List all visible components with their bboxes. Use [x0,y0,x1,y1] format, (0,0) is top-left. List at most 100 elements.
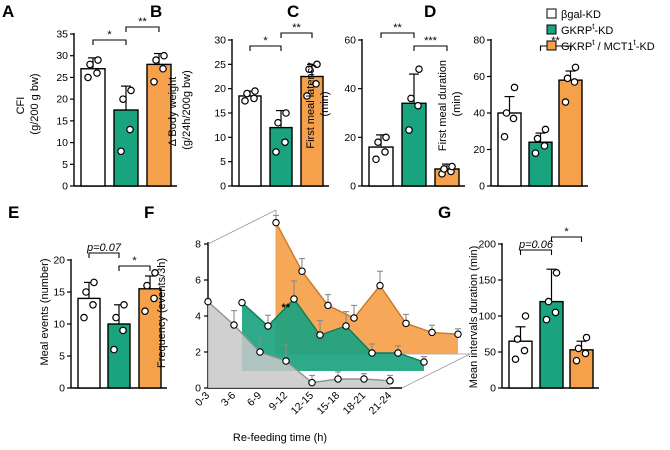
data-point-combo-f [298,267,306,275]
significance-bracket-c [380,32,415,38]
data-point-gkrp-e [110,345,118,354]
y-tick-label-g: 0 [490,383,496,395]
data-point-combo-b [312,80,320,88]
significance-label-a: * [107,29,112,41]
x-axis-label-f: Re-feeding time (h) [233,432,327,444]
y-axis-label-b: Δ Body weight (g/24h/200g bw) [167,70,193,150]
y-tick-label-b: 25 [214,59,226,71]
data-point-gkrp-e [120,300,128,309]
y-tick-label-f: 2 [195,347,201,359]
data-point-combo-b [313,60,321,69]
data-point-combo-f [376,281,384,290]
data-point-combo-f [272,218,280,227]
y-tick-label-a: 30 [56,50,68,62]
data-point-bgal-f [204,297,212,306]
data-point-bgal-g [513,335,522,343]
significance-bracket-b [249,45,282,51]
data-point-bgal-b [241,97,249,105]
y-tick-label-d: 60 [473,71,485,83]
y-axis-label-g: Mean intervals duration (min) [468,246,480,388]
data-point-combo-f [402,319,410,328]
y-tick-label-a: 25 [56,72,68,84]
data-point-gkrp-a [126,125,134,134]
bar-gkrp-c [401,102,427,187]
line-gkrp-f [241,297,425,363]
data-point-gkrp-g [551,308,560,317]
y-axis-label-f: Frequency (events/3h) [156,258,168,368]
y-tick-label-a: 35 [56,29,68,41]
data-point-combo-c [440,165,448,173]
data-point-gkrp-a [127,86,135,95]
data-point-gkrp-e [119,326,127,335]
panel-f: F Frequency (events/3h) Re-feeding time … [144,203,472,444]
y-tick-label-a: 0 [62,181,68,193]
legend-swatch-combo [546,40,557,51]
data-point-bgal-f [256,348,264,356]
data-point-gkrp-f [342,322,350,330]
significance-bracket-a [92,39,127,45]
data-point-bgal-a [93,69,101,77]
data-point-gkrp-f [290,295,298,303]
data-point-combo-g [574,344,583,353]
data-point-combo-d [571,63,580,72]
significance-bracket-b [280,32,313,38]
data-point-bgal-e [82,288,90,296]
bar-gkrp-g [539,300,564,389]
x-tick-label-f: 3-6 [219,390,238,409]
x-tick-label-f: 21-24 [367,390,395,418]
y-tick-label-b: 10 [214,132,226,144]
panel-label-e: E [8,203,19,222]
bar-gkrp-e [107,323,131,389]
y-tick-label-e: 20 [53,255,65,267]
panel-g: G Mean intervals duration (min) 0 50 100 15… [438,203,599,395]
y-tick-label-f: 6 [195,275,201,287]
data-point-combo-e [150,294,158,303]
y-tick-label-a: 15 [56,115,68,127]
line-combo-f [275,222,459,335]
panel-b: B Δ Body weight (g/24h/200g bw) 0 5 10 15 20… [150,2,329,193]
bar-bgal-g [508,340,533,389]
y-tick-label-a: 20 [56,94,68,106]
data-point-bgal-e [89,300,97,309]
data-point-gkrp-f [368,349,376,357]
legend-swatch-bgal [546,8,557,19]
bar-gkrp-a [113,109,139,187]
data-point-combo-a [160,51,168,60]
data-point-bgal-c [372,155,380,164]
data-point-gkrp-f [316,331,324,339]
data-point-bgal-f [386,377,394,385]
panel-label-g: G [438,203,451,222]
data-point-combo-f [324,301,332,310]
significance-bracket-g [519,249,553,255]
y-axis-label-d: First meal duration (min) [437,57,463,151]
y-axis-label-e: Meal events (number) [39,259,51,366]
area-bgal-f [208,301,390,388]
x-tick-label-f: 18-21 [341,390,369,418]
data-point-combo-g [582,333,591,342]
data-point-bgal-f [360,375,368,383]
data-point-bgal-f [282,357,290,365]
x-tick-label-f: 12-15 [289,390,317,418]
data-point-gkrp-c [407,94,415,103]
data-point-combo-g [572,356,581,365]
significance-label-c: *** [424,35,438,47]
data-point-gkrp-a [119,95,127,103]
y-tick-label-e: 5 [59,351,65,363]
y-axis-label-a: CFI (g/200 g bw) [15,73,41,134]
y-tick-label-c: 40 [344,83,356,95]
data-point-gkrp-d [541,125,550,134]
data-point-combo-f [428,328,436,337]
data-point-bgal-g [521,312,530,320]
y-tick-label-e: 10 [53,319,65,331]
y-tick-label-c: 60 [344,35,356,47]
bar-combo-a [146,63,172,187]
data-point-gkrp-g [552,268,561,277]
significance-label-b: ** [292,22,301,34]
data-point-combo-g [581,349,590,358]
data-point-combo-d [561,98,570,106]
data-point-gkrp-d [533,134,542,143]
bar-combo-g [569,349,594,389]
data-point-bgal-b [250,94,258,103]
line-bgal-f [207,301,391,384]
